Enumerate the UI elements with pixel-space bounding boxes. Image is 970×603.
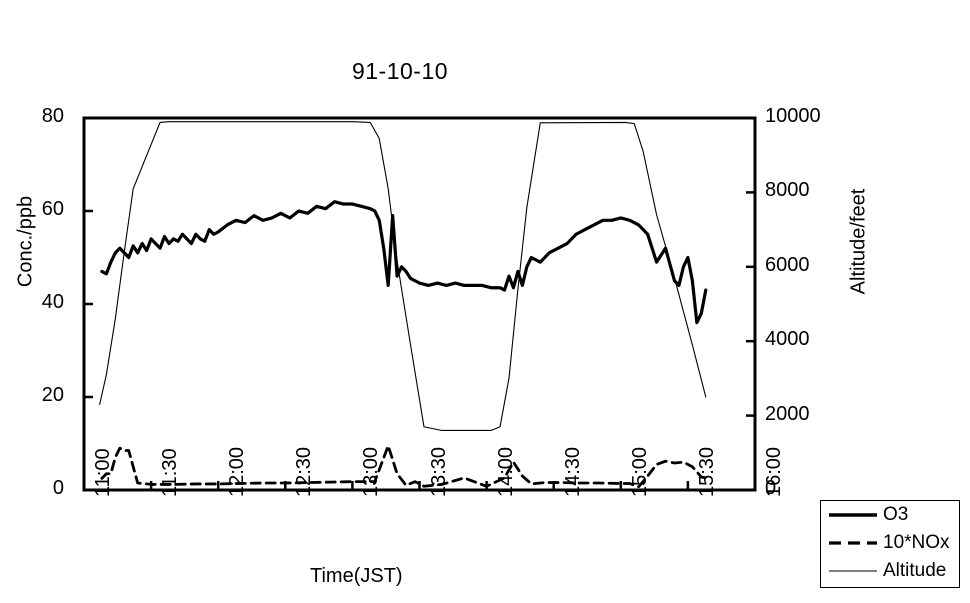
y-tick-label-right: 10000	[765, 105, 821, 127]
x-tick-label: 11:00	[92, 448, 114, 497]
legend-item: Altitude	[821, 557, 959, 585]
legend-item: 10*NOx	[821, 529, 959, 557]
legend-item: O3	[821, 501, 959, 529]
y-tick-label-left: 80	[41, 105, 64, 127]
legend-swatch-altitude	[827, 564, 879, 578]
x-tick-label: 11:30	[159, 448, 182, 497]
x-tick-label: 13:00	[360, 446, 383, 497]
x-tick-label: 14:00	[494, 446, 517, 497]
x-tick-label: 15:00	[628, 446, 651, 497]
legend: O3 10*NOx Altitude	[820, 500, 960, 588]
legend-swatch-nox	[827, 536, 879, 550]
y-tick-label-left: 60	[41, 198, 64, 220]
legend-label-o3: O3	[883, 504, 909, 525]
x-tick-label: 12:00	[226, 446, 249, 497]
y-tick-label-right: 0	[765, 477, 777, 499]
legend-swatch-o3	[827, 508, 879, 522]
y-tick-label-left: 0	[52, 477, 64, 499]
y-tick-label-left: 40	[41, 291, 64, 313]
series-line-altitude	[99, 121, 707, 432]
legend-label-altitude: Altitude	[883, 560, 947, 581]
series-line-o3	[100, 200, 708, 325]
y-tick-label-right: 2000	[765, 402, 810, 425]
y-tick-label-right: 8000	[765, 179, 810, 202]
axis-frame	[82, 116, 757, 492]
x-axis-label: Time(JST)	[310, 565, 403, 587]
legend-label-nox: 10*NOx	[883, 532, 950, 553]
y-tick-label-right: 4000	[765, 328, 810, 351]
x-tick-label: 12:30	[293, 446, 316, 497]
series-layer	[99, 121, 708, 489]
x-tick-label: 16:00	[763, 446, 785, 497]
y-tick-label-left: 20	[41, 384, 64, 406]
x-tick-label: 13:30	[427, 446, 450, 497]
x-tick-label: 15:30	[695, 446, 718, 497]
y-tick-label-right: 6000	[765, 253, 810, 276]
series-line-10nox	[100, 444, 708, 489]
x-tick-label: 14:30	[561, 446, 584, 497]
page-title: 91-10-10	[351, 58, 449, 84]
